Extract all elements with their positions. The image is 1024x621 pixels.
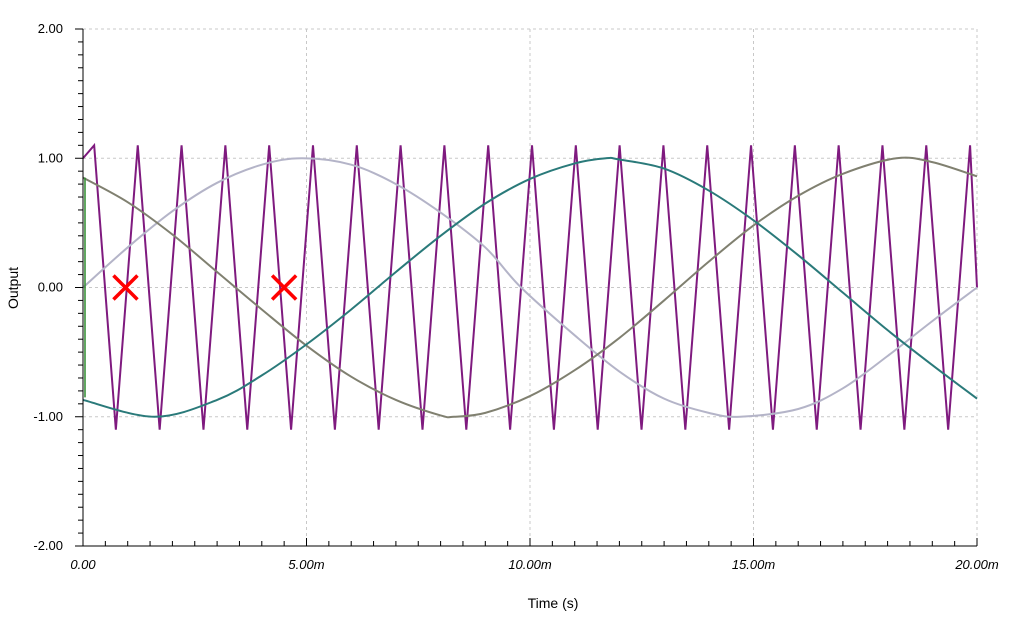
y-axis-title: Output: [5, 267, 21, 309]
x-tick-label: 5.00m: [288, 557, 324, 572]
series-line-1: [82, 142, 978, 430]
cursor-marker-stroke: [112, 274, 139, 301]
cursor-marker[interactable]: [112, 274, 139, 301]
x-tick-label: 20.00m: [954, 557, 999, 572]
series-line-4: [82, 156, 978, 418]
y-tick-label: 1.00: [38, 150, 63, 165]
x-tick-label: 10.00m: [508, 557, 552, 572]
marker-layer: [112, 274, 298, 301]
series-line-3: [82, 156, 978, 419]
y-tick-label: -2.00: [33, 538, 63, 553]
y-tick-label: -1.00: [33, 409, 63, 424]
series-line-2: [82, 157, 978, 418]
x-axis-title: Time (s): [528, 595, 579, 611]
x-tick-label: 15.00m: [732, 557, 776, 572]
tick-labels: 0.00 5.00m 10.00m 15.00m 20.00m2.001.000.00-…: [33, 21, 998, 572]
x-tick-label: 0.00: [70, 557, 96, 572]
y-tick-label: 2.00: [38, 21, 63, 36]
series-layer: [82, 142, 978, 430]
axes: [82, 29, 977, 547]
y-tick-label: 0.00: [38, 280, 63, 295]
minor-ticks: [75, 28, 978, 547]
cursor-marker-stroke: [270, 274, 298, 301]
cursor-marker[interactable]: [270, 274, 298, 301]
grid: [83, 28, 978, 546]
